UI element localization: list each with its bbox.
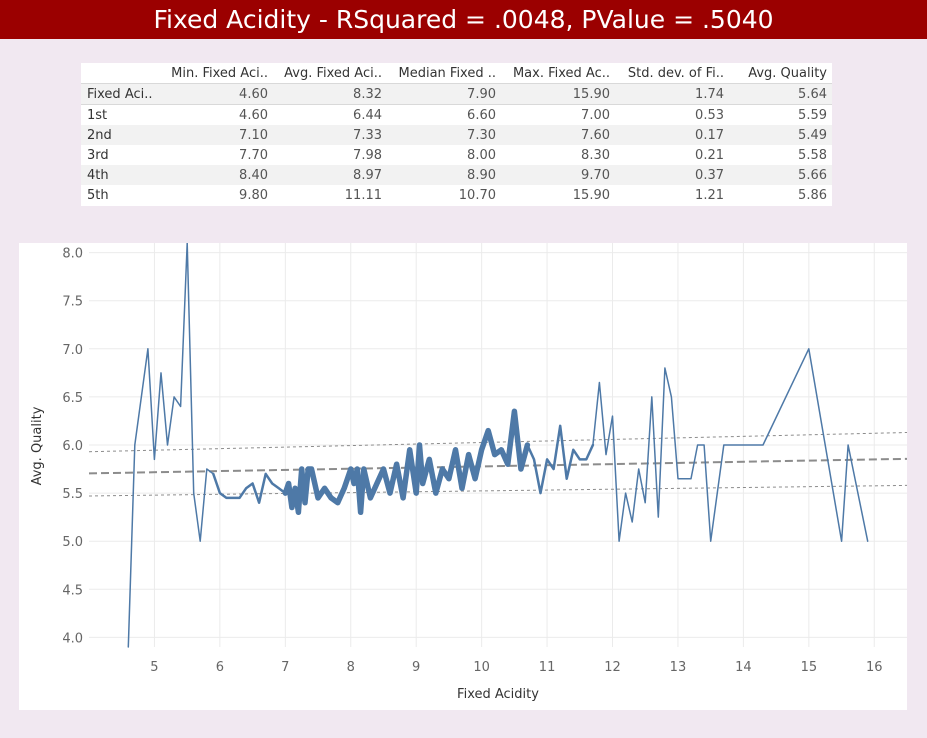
summary-table-panel: Min. Fixed Aci.. Avg. Fixed Aci.. Median… xyxy=(81,63,832,206)
table-cell: 8.90 xyxy=(387,165,501,185)
series-line xyxy=(212,472,287,504)
table-cell: 6.60 xyxy=(467,107,496,123)
y-tick-label: 6.5 xyxy=(62,391,83,406)
series-line xyxy=(592,348,869,542)
table-header-cell[interactable]: Max. Fixed Ac.. xyxy=(501,63,615,84)
x-tick-label: 7 xyxy=(281,660,289,675)
table-cell: 7.70 xyxy=(239,147,268,163)
table-cell: 1.21 xyxy=(695,187,724,203)
table-cell: 7.10 xyxy=(159,125,273,145)
table-row-label: Fixed Aci.. xyxy=(81,83,159,105)
upper-confidence-band xyxy=(88,431,908,453)
y-tick-label: 5.5 xyxy=(62,487,83,502)
trend-lines xyxy=(88,431,908,497)
grid xyxy=(89,243,907,647)
table-cell: 0.37 xyxy=(615,165,729,185)
chart-panel: 4.0 4.5 5.0 5.5 6.0 6.5 7.0 7.5 8.0 5 6 7 8 9 10 11 12 1… xyxy=(19,242,908,710)
y-tick-label: 7.0 xyxy=(62,343,83,358)
table-row-label: 4th xyxy=(81,165,159,185)
table-row: 5th 9.80 11.11 10.70 15.90 1.21 5.86 xyxy=(81,185,832,205)
x-tick-label: 5 xyxy=(150,660,158,675)
y-tick-label: 4.0 xyxy=(62,631,83,646)
table-header-cell[interactable]: Avg. Fixed Aci.. xyxy=(273,63,387,84)
x-tick-label: 8 xyxy=(347,660,355,675)
x-tick-label: 13 xyxy=(670,660,687,675)
x-axis-ticks: 5 6 7 8 9 10 11 12 13 14 15 16 xyxy=(150,660,882,675)
x-tick-label: 16 xyxy=(866,660,883,675)
x-axis-label: Fixed Acidity xyxy=(457,687,539,702)
table-cell: 9.80 xyxy=(239,187,268,203)
table-cell: 5.59 xyxy=(798,107,827,123)
table-cell: 7.90 xyxy=(387,83,501,105)
table-cell: 5.64 xyxy=(729,83,832,105)
table-cell: 8.00 xyxy=(467,147,496,163)
table-row: 2nd 7.10 7.33 7.30 7.60 0.17 5.49 xyxy=(81,125,832,145)
table-cell: 7.33 xyxy=(273,125,387,145)
table-header-row: Min. Fixed Aci.. Avg. Fixed Aci.. Median… xyxy=(81,63,832,84)
table-cell: 4.60 xyxy=(159,83,273,105)
x-tick-label: 10 xyxy=(473,660,490,675)
table-cell: 5.66 xyxy=(729,165,832,185)
table-cell: 7.30 xyxy=(387,125,501,145)
table-cell: 11.11 xyxy=(344,187,382,203)
table-cell: 15.90 xyxy=(572,187,610,203)
table-cell: 8.97 xyxy=(273,165,387,185)
y-tick-label: 4.5 xyxy=(62,583,83,598)
x-tick-label: 12 xyxy=(604,660,621,675)
x-tick-label: 9 xyxy=(412,660,420,675)
x-tick-label: 14 xyxy=(735,660,752,675)
y-tick-label: 8.0 xyxy=(62,247,83,262)
series-line xyxy=(282,408,531,516)
table-cell: 0.21 xyxy=(695,147,724,163)
table-cell: 1.74 xyxy=(615,83,729,105)
table-cell: 9.70 xyxy=(501,165,615,185)
table-cell: 7.60 xyxy=(501,125,615,145)
x-tick-label: 6 xyxy=(216,660,224,675)
table-header-cell[interactable]: Avg. Quality xyxy=(729,63,832,84)
table-cell: 6.44 xyxy=(353,107,382,123)
page-title: Fixed Acidity - RSquared = .0048, PValue… xyxy=(0,0,927,39)
lower-confidence-band xyxy=(88,484,908,497)
y-axis-ticks: 4.0 4.5 5.0 5.5 6.0 6.5 7.0 7.5 8.0 xyxy=(62,247,83,647)
table-cell: 15.90 xyxy=(501,83,615,105)
table-cell: 5.49 xyxy=(729,125,832,145)
table-row-label: 1st xyxy=(87,107,108,123)
table-cell: 4.60 xyxy=(239,107,268,123)
table-cell: 7.98 xyxy=(353,147,382,163)
table-cell: 0.53 xyxy=(695,107,724,123)
table-header-cell xyxy=(81,63,159,84)
y-tick-label: 5.0 xyxy=(62,535,83,550)
table-row: 4th 8.40 8.97 8.90 9.70 0.37 5.66 xyxy=(81,165,832,185)
line-chart[interactable]: 4.0 4.5 5.0 5.5 6.0 6.5 7.0 7.5 8.0 5 6 7 8 9 10 11 12 1… xyxy=(19,242,908,710)
trend-line xyxy=(88,457,908,475)
table-cell: 8.40 xyxy=(159,165,273,185)
table-cell: 5.86 xyxy=(798,187,827,203)
x-tick-label: 11 xyxy=(539,660,556,675)
table-row-label: 2nd xyxy=(81,125,159,145)
table-row: Fixed Aci.. 4.60 8.32 7.90 15.90 1.74 5.… xyxy=(81,83,832,105)
x-tick-label: 15 xyxy=(801,660,818,675)
table-cell: 5.58 xyxy=(798,147,827,163)
table-header-cell[interactable]: Min. Fixed Aci.. xyxy=(159,63,273,84)
table-header-cell[interactable]: Median Fixed .. xyxy=(387,63,501,84)
y-tick-label: 6.0 xyxy=(62,439,83,454)
table-cell: 8.30 xyxy=(581,147,610,163)
table-row-label: 5th xyxy=(87,187,109,203)
table-row-label: 3rd xyxy=(87,147,109,163)
table-cell: 7.00 xyxy=(581,107,610,123)
table-cell: 8.32 xyxy=(273,83,387,105)
y-axis-label: Avg. Quality xyxy=(30,406,45,485)
table-header-cell[interactable]: Std. dev. of Fi.. xyxy=(615,63,729,84)
table-row: 1st 4.60 6.44 6.60 7.00 0.53 5.59 xyxy=(81,105,832,126)
table-cell: 0.17 xyxy=(615,125,729,145)
series xyxy=(127,242,869,648)
summary-table: Min. Fixed Aci.. Avg. Fixed Aci.. Median… xyxy=(81,63,832,205)
series-line xyxy=(526,424,595,495)
series-line xyxy=(127,242,215,648)
table-cell: 10.70 xyxy=(458,187,496,203)
table-row: 3rd 7.70 7.98 8.00 8.30 0.21 5.58 xyxy=(81,145,832,165)
y-tick-label: 7.5 xyxy=(62,295,83,310)
